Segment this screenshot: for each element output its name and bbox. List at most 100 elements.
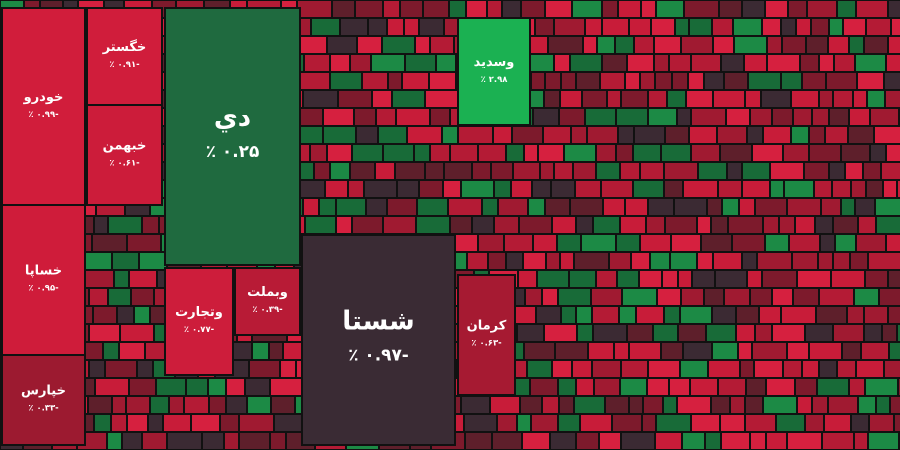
- small-tile: [332, 0, 355, 18]
- small-tile: [752, 144, 783, 162]
- small-tile: [677, 396, 711, 414]
- small-tile: [554, 162, 573, 180]
- small-tile: [602, 0, 618, 18]
- small-tile: [88, 396, 112, 414]
- small-tile: [527, 360, 552, 378]
- small-tile: [718, 180, 742, 198]
- small-tile: [766, 378, 795, 396]
- small-tile: [368, 18, 387, 36]
- small-tile: [465, 432, 492, 450]
- small-tile: [271, 396, 295, 414]
- small-tile: [619, 306, 636, 324]
- small-tile: [745, 414, 776, 432]
- small-tile: [851, 414, 869, 432]
- small-tile: [713, 90, 745, 108]
- small-tile: [492, 432, 522, 450]
- small-tile: [466, 0, 487, 18]
- small-tile: [592, 360, 621, 378]
- small-tile: [765, 0, 788, 18]
- small-tile: [577, 324, 593, 342]
- small-tile: [833, 252, 850, 270]
- small-tile: [559, 396, 574, 414]
- small-tile: [423, 0, 449, 18]
- small-tile: [436, 54, 456, 72]
- small-tile: [828, 36, 849, 54]
- small-tile: [184, 396, 209, 414]
- small-tile: [536, 306, 561, 324]
- small-tile: [354, 108, 376, 126]
- small-tile: [620, 378, 647, 396]
- tile-change: -۰.۹۱ ٪: [109, 59, 140, 69]
- tile: [234, 267, 301, 336]
- small-tile: [835, 234, 856, 252]
- small-tile: [783, 144, 809, 162]
- small-tile: [396, 108, 430, 126]
- small-tile: [442, 126, 458, 144]
- small-tile: [543, 126, 571, 144]
- small-tile: [819, 90, 833, 108]
- small-tile: [612, 414, 642, 432]
- small-tile: [137, 360, 153, 378]
- tile-change: -۰.۹۷ ٪: [348, 345, 409, 365]
- tile-change: -۰.۶۳ ٪: [471, 337, 502, 347]
- small-tile: [816, 306, 847, 324]
- small-tile: [620, 216, 646, 234]
- small-tile: [593, 216, 620, 234]
- small-tile: [524, 342, 555, 360]
- small-tile: [592, 306, 619, 324]
- tile: [1, 7, 86, 206]
- small-tile: [560, 252, 574, 270]
- small-tile: [648, 108, 677, 126]
- small-tile: [876, 216, 900, 234]
- small-tile: [812, 108, 829, 126]
- small-tile: [576, 216, 593, 234]
- small-tile: [545, 198, 570, 216]
- small-tile: [415, 36, 430, 54]
- small-tile: [419, 18, 444, 36]
- small-tile: [366, 198, 387, 216]
- tile: [164, 267, 234, 376]
- small-tile: [561, 72, 576, 90]
- small-tile: [546, 252, 560, 270]
- small-tile: [776, 414, 805, 432]
- small-tile: [340, 18, 368, 36]
- small-tile: [664, 162, 698, 180]
- small-tile: [458, 126, 493, 144]
- small-tile: [763, 216, 779, 234]
- small-tile: [793, 108, 812, 126]
- small-tile: [736, 306, 759, 324]
- small-tile: [701, 234, 732, 252]
- small-tile: [750, 288, 772, 306]
- small-tile: [826, 72, 857, 90]
- small-tile: [548, 36, 583, 54]
- small-tile: [310, 144, 327, 162]
- small-tile: [739, 198, 755, 216]
- small-tile: [388, 72, 402, 90]
- small-tile: [783, 360, 802, 378]
- small-tile: [754, 360, 783, 378]
- small-tile: [156, 378, 186, 396]
- small-tile: [870, 144, 886, 162]
- small-tile: [721, 432, 750, 450]
- small-tile: [664, 306, 680, 324]
- small-tile: [819, 54, 834, 72]
- small-tile: [404, 18, 419, 36]
- small-tile: [720, 144, 752, 162]
- small-tile: [713, 36, 734, 54]
- small-tile: [732, 234, 765, 252]
- small-tile: [828, 396, 858, 414]
- small-tile: [601, 180, 633, 198]
- small-tile: [712, 342, 738, 360]
- small-tile: [742, 180, 770, 198]
- small-tile: [897, 180, 900, 198]
- small-tile: [298, 72, 330, 90]
- small-tile: [888, 270, 900, 288]
- small-tile: [829, 18, 843, 36]
- small-tile: [854, 432, 868, 450]
- small-tile: [691, 414, 720, 432]
- small-tile: [829, 162, 845, 180]
- small-tile: [633, 144, 661, 162]
- small-tile: [788, 0, 807, 18]
- small-tile: [884, 72, 900, 90]
